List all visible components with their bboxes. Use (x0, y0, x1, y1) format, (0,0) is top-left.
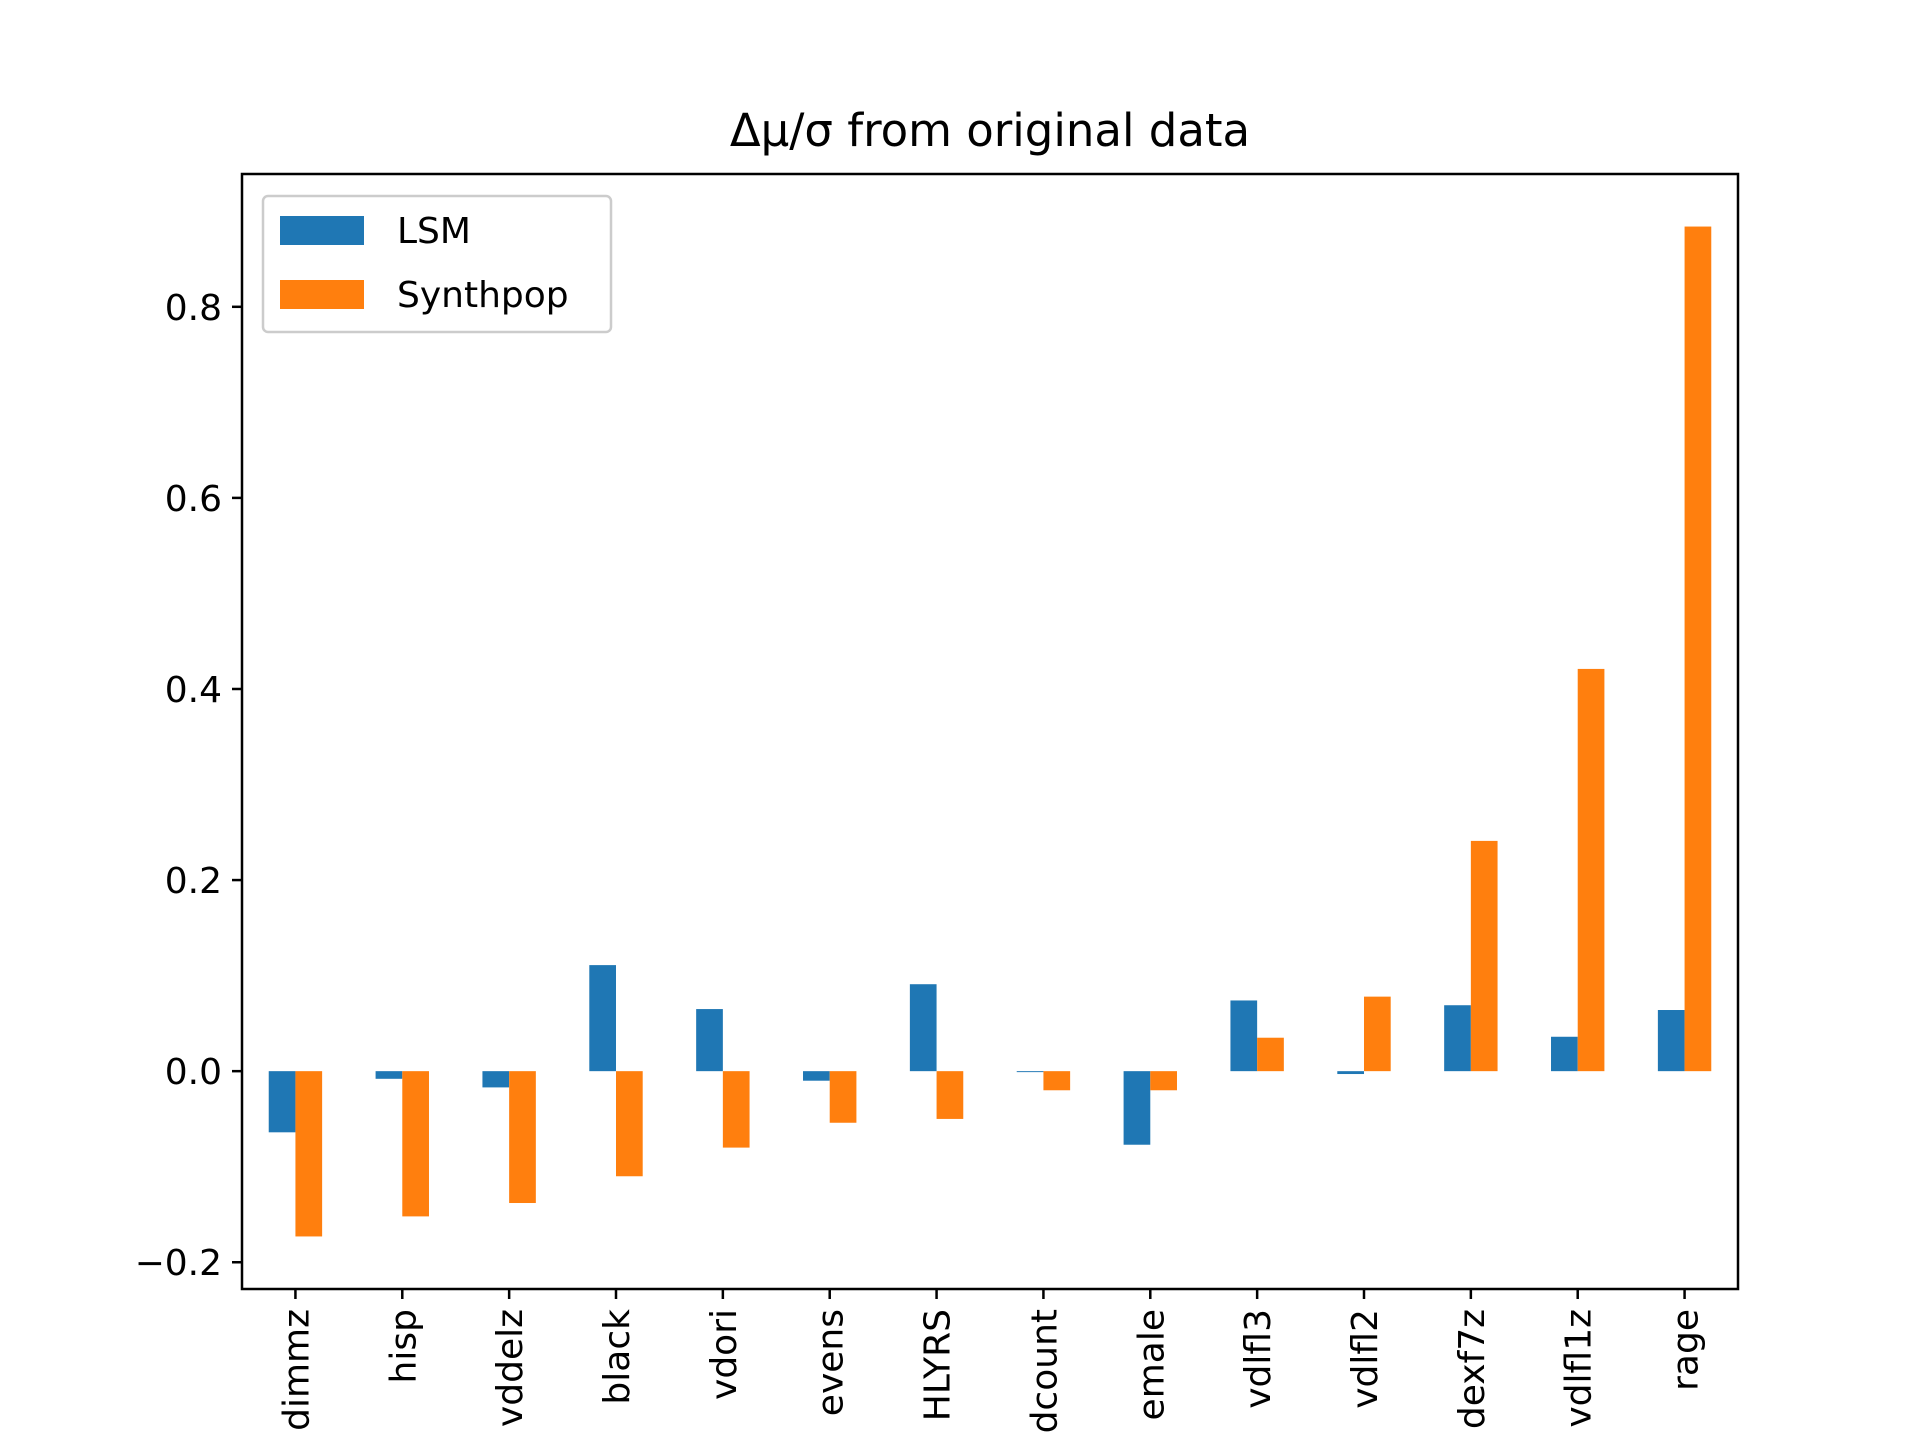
bar-synthpop-dexf7z (1470, 840, 1498, 1072)
bar-synthpop-dcount (1043, 1071, 1071, 1091)
bar-synthpop-vddelz (509, 1071, 536, 1204)
bar-synthpop-rage (1684, 226, 1712, 1072)
chart-title: Δμ/σ from original data (730, 104, 1250, 157)
bar-lsm-dimmz (268, 1071, 296, 1133)
bar-lsm-vdori (696, 1009, 723, 1072)
x-tick-label-vdlfl3: vdlfl3 (1238, 1309, 1279, 1409)
bar-lsm-vdlfl3 (1230, 1000, 1258, 1072)
x-tick-label-vdori: vdori (704, 1309, 745, 1400)
legend-swatch-synthpop (280, 280, 364, 309)
bar-synthpop-black (616, 1071, 643, 1177)
x-tick-label-hisp: hisp (383, 1309, 424, 1383)
bar-lsm-hisp (375, 1071, 403, 1079)
x-tick-label-dcount: dcount (1024, 1309, 1065, 1433)
bar-lsm-vdlfl1z (1551, 1036, 1578, 1072)
bar-lsm-emale (1123, 1071, 1151, 1145)
x-tick-label-vdlfl1z: vdlfl1z (1559, 1309, 1600, 1428)
bar-lsm-black (589, 965, 616, 1072)
legend-label-lsm: LSM (397, 211, 471, 252)
x-tick-label-black: black (597, 1309, 638, 1405)
bar-synthpop-vdori (722, 1071, 750, 1148)
bar-lsm-vdlfl2 (1337, 1071, 1364, 1075)
y-tick-label: 0.0 (165, 1052, 222, 1093)
legend-swatch-lsm (280, 216, 364, 245)
x-tick-label-dexf7z: dexf7z (1452, 1309, 1493, 1429)
x-tick-label-rage: rage (1666, 1309, 1707, 1391)
x-tick-label-vdlfl2: vdlfl2 (1345, 1309, 1386, 1409)
bar-synthpop-emale (1150, 1071, 1177, 1091)
y-tick-label: 0.4 (165, 670, 222, 711)
x-tick-label-dimmz: dimmz (276, 1309, 317, 1431)
x-tick-label-evens: evens (811, 1309, 852, 1416)
bar-synthpop-vdlfl3 (1257, 1037, 1284, 1072)
bar-lsm-hlyrs (909, 984, 937, 1072)
x-tick-label-emale: emale (1131, 1309, 1172, 1420)
legend-label-synthpop: Synthpop (397, 275, 569, 316)
x-tick-label-hlyrs: HLYRS (918, 1309, 959, 1421)
legend: LSM Synthpop (261, 194, 613, 334)
bar-synthpop-hisp (402, 1071, 429, 1217)
bar-synthpop-vdlfl1z (1577, 668, 1605, 1072)
y-tick-label: 0.8 (165, 288, 222, 329)
plot-frame (240, 172, 1740, 1291)
y-tick-label: −0.2 (135, 1243, 222, 1284)
bars-layer (268, 226, 1712, 1237)
bar-lsm-vddelz (482, 1071, 510, 1088)
bar-synthpop-vdlfl2 (1364, 996, 1391, 1072)
bar-lsm-evens (803, 1071, 830, 1081)
bar-synthpop-dimmz (295, 1071, 323, 1237)
bar-synthpop-evens (829, 1071, 857, 1123)
x-tick-label-vddelz: vddelz (490, 1309, 531, 1427)
y-tick-label: 0.2 (165, 861, 222, 902)
y-axis: −0.2 0.0 0.2 0.4 0.6 0.8 (135, 288, 242, 1284)
y-tick-label: 0.6 (165, 479, 222, 520)
bar-lsm-dexf7z (1444, 1005, 1471, 1072)
bar-synthpop-hlyrs (936, 1071, 964, 1119)
x-axis: dimmz hisp vddelz black vdori evens HLYRS dcoun… (276, 1289, 1707, 1433)
bar-lsm-rage (1657, 1010, 1685, 1072)
bar-lsm-dcount (1016, 1071, 1044, 1073)
